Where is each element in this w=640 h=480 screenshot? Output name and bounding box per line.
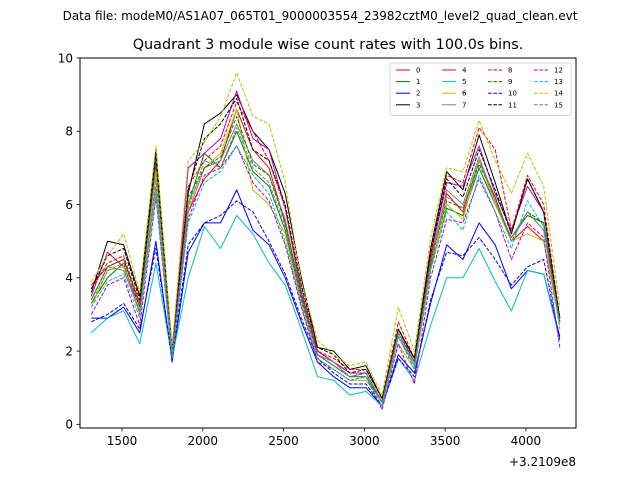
series-line-12	[90, 145, 561, 411]
x-tick-label: 4000	[511, 434, 542, 448]
legend-label-0: 0	[416, 67, 420, 75]
y-tick-label: 8	[65, 125, 73, 139]
legend-box	[389, 62, 572, 116]
x-tick-label: 3500	[430, 434, 461, 448]
legend-label-1: 1	[416, 78, 420, 86]
series-line-11	[90, 97, 561, 400]
legend-label-4: 4	[462, 67, 467, 75]
legend-label-10: 10	[508, 90, 517, 98]
legend-label-6: 6	[462, 90, 467, 98]
legend-label-2: 2	[416, 90, 420, 98]
x-tick-label: 3000	[349, 434, 380, 448]
y-tick-label: 2	[65, 344, 73, 358]
series-line-1	[90, 130, 561, 403]
y-tick-label: 0	[65, 418, 73, 432]
figure-suptitle: Data file: modeM0/AS1A07_065T01_90000035…	[63, 9, 578, 23]
y-tick-label: 6	[65, 198, 73, 212]
y-tick-label: 10	[58, 51, 73, 65]
x-tick-label: 2000	[188, 434, 219, 448]
x-offset-label: +3.2109e8	[509, 455, 576, 469]
legend-label-3: 3	[416, 101, 420, 109]
x-tick-label: 2500	[268, 434, 299, 448]
y-tick-label: 4	[65, 271, 73, 285]
plot-frame	[79, 57, 577, 429]
series-line-13	[90, 145, 561, 407]
legend-label-7: 7	[462, 101, 466, 109]
chart-title: Quadrant 3 module wise count rates with …	[133, 37, 524, 53]
series-line-15	[90, 127, 561, 403]
legend-label-12: 12	[554, 67, 563, 75]
legend-label-5: 5	[462, 78, 466, 86]
legend-label-11: 11	[508, 101, 517, 109]
series-line-9	[90, 116, 561, 403]
series-group	[90, 72, 561, 411]
legend-label-8: 8	[508, 67, 512, 75]
series-line-14	[90, 72, 561, 396]
legend-label-15: 15	[554, 101, 563, 109]
legend-label-9: 9	[508, 78, 512, 86]
legend-label-14: 14	[554, 90, 563, 98]
legend-label-13: 13	[554, 78, 563, 86]
x-tick-label: 1500	[107, 434, 138, 448]
